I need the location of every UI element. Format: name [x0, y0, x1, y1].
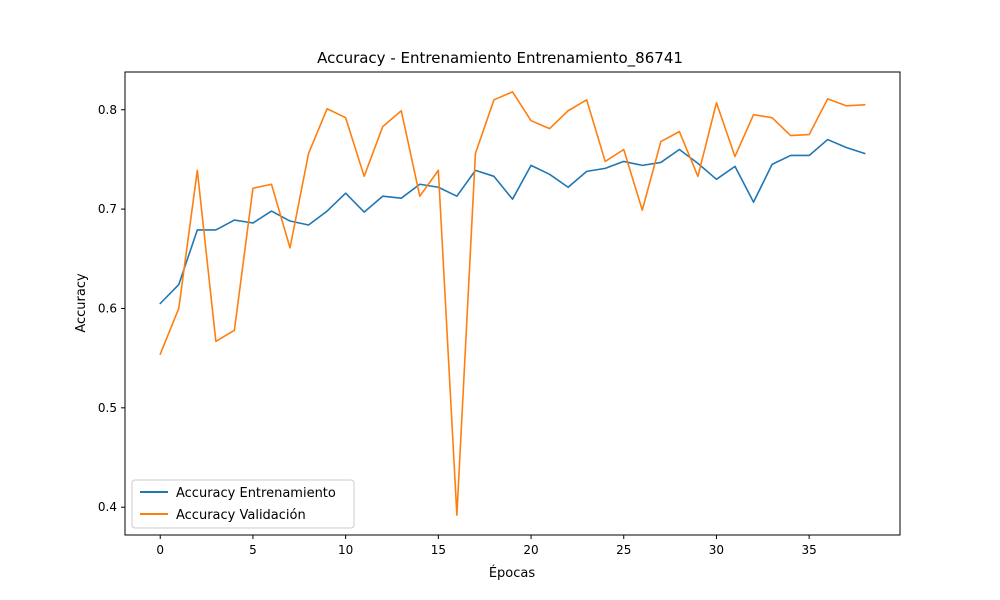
y-tick-label: 0.5 [98, 401, 117, 415]
y-tick-label: 0.4 [98, 500, 117, 514]
x-tick-label: 5 [249, 543, 257, 557]
y-axis: 0.4 0.5 0.6 0.7 0.8 [98, 103, 125, 514]
x-axis: 0 5 10 15 20 25 30 35 [156, 535, 817, 557]
y-tick-label: 0.6 [98, 301, 117, 315]
x-tick-label: 15 [431, 543, 446, 557]
legend-label-entrenamiento: Accuracy Entrenamiento [176, 486, 336, 501]
y-tick-label: 0.7 [98, 202, 117, 216]
chart-title: Accuracy - Entrenamiento Entrenamiento_8… [317, 49, 683, 68]
x-tick-label: 35 [802, 543, 817, 557]
x-tick-label: 25 [616, 543, 631, 557]
x-tick-label: 30 [709, 543, 724, 557]
x-tick-label: 10 [338, 543, 353, 557]
x-axis-label: Épocas [489, 565, 536, 581]
series-line-0 [159, 138, 866, 305]
plot-area [124, 71, 901, 536]
legend: Accuracy Entrenamiento Accuracy Validaci… [131, 479, 355, 529]
x-tick-label: 0 [156, 543, 164, 557]
y-tick-label: 0.8 [98, 103, 117, 117]
y-axis-label: Accuracy [74, 273, 89, 333]
legend-box [131, 479, 355, 529]
series-line-1 [159, 91, 866, 516]
series-layer [159, 91, 866, 516]
x-tick-label: 20 [523, 543, 538, 557]
legend-label-validacion: Accuracy Validación [176, 508, 306, 523]
